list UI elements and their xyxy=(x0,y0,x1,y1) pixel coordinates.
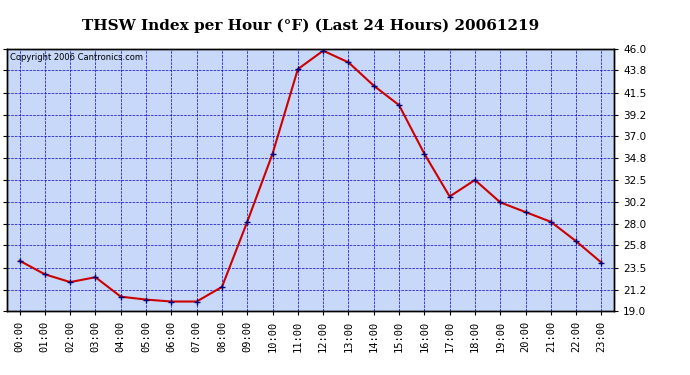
Text: THSW Index per Hour (°F) (Last 24 Hours) 20061219: THSW Index per Hour (°F) (Last 24 Hours)… xyxy=(82,19,539,33)
Text: Copyright 2006 Cantronics.com: Copyright 2006 Cantronics.com xyxy=(10,53,143,62)
